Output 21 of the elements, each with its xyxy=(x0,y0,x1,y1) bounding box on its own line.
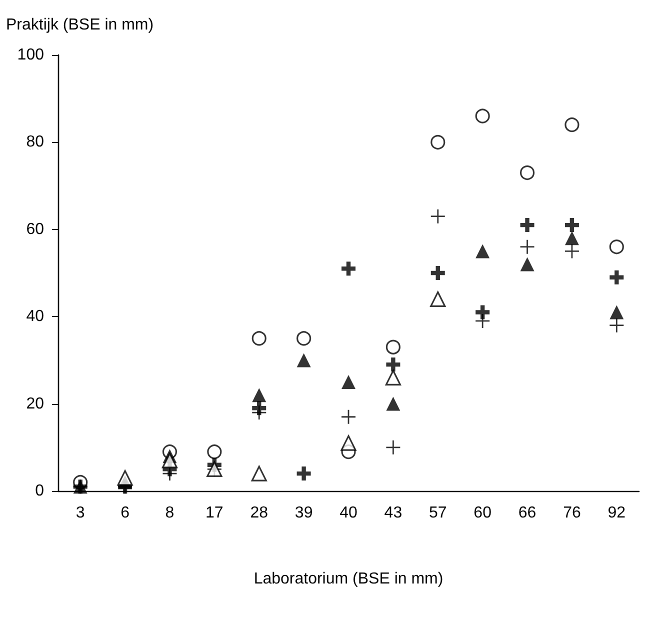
x-tick-label: 39 xyxy=(294,504,313,522)
x-tick-label: 40 xyxy=(340,504,358,522)
y-tick-label: 0 xyxy=(35,482,44,500)
x-tick-label: 43 xyxy=(384,504,402,522)
x-tick-label: 66 xyxy=(518,504,536,522)
x-tick-label: 57 xyxy=(428,504,447,522)
x-tick-label: 28 xyxy=(250,504,268,522)
y-tick-label: 60 xyxy=(26,220,44,238)
x-tick-label: 6 xyxy=(120,504,130,522)
x-tick-label: 60 xyxy=(474,504,492,522)
x-tick-label: 92 xyxy=(608,504,626,522)
y-tick-label: 80 xyxy=(26,134,44,151)
x-tick-label: 17 xyxy=(206,504,224,522)
y-tick-label: 20 xyxy=(26,395,44,412)
x-tick-label: 76 xyxy=(563,504,581,522)
y-axis-title: Praktijk (BSE in mm) xyxy=(6,16,154,34)
x-tick-label: 8 xyxy=(165,504,174,522)
x-tick-label: 3 xyxy=(76,504,85,522)
x-axis-title: Laboratorium (BSE in mm) xyxy=(254,570,444,588)
y-tick-label: 40 xyxy=(26,308,44,326)
y-tick-label: 100 xyxy=(17,46,44,64)
